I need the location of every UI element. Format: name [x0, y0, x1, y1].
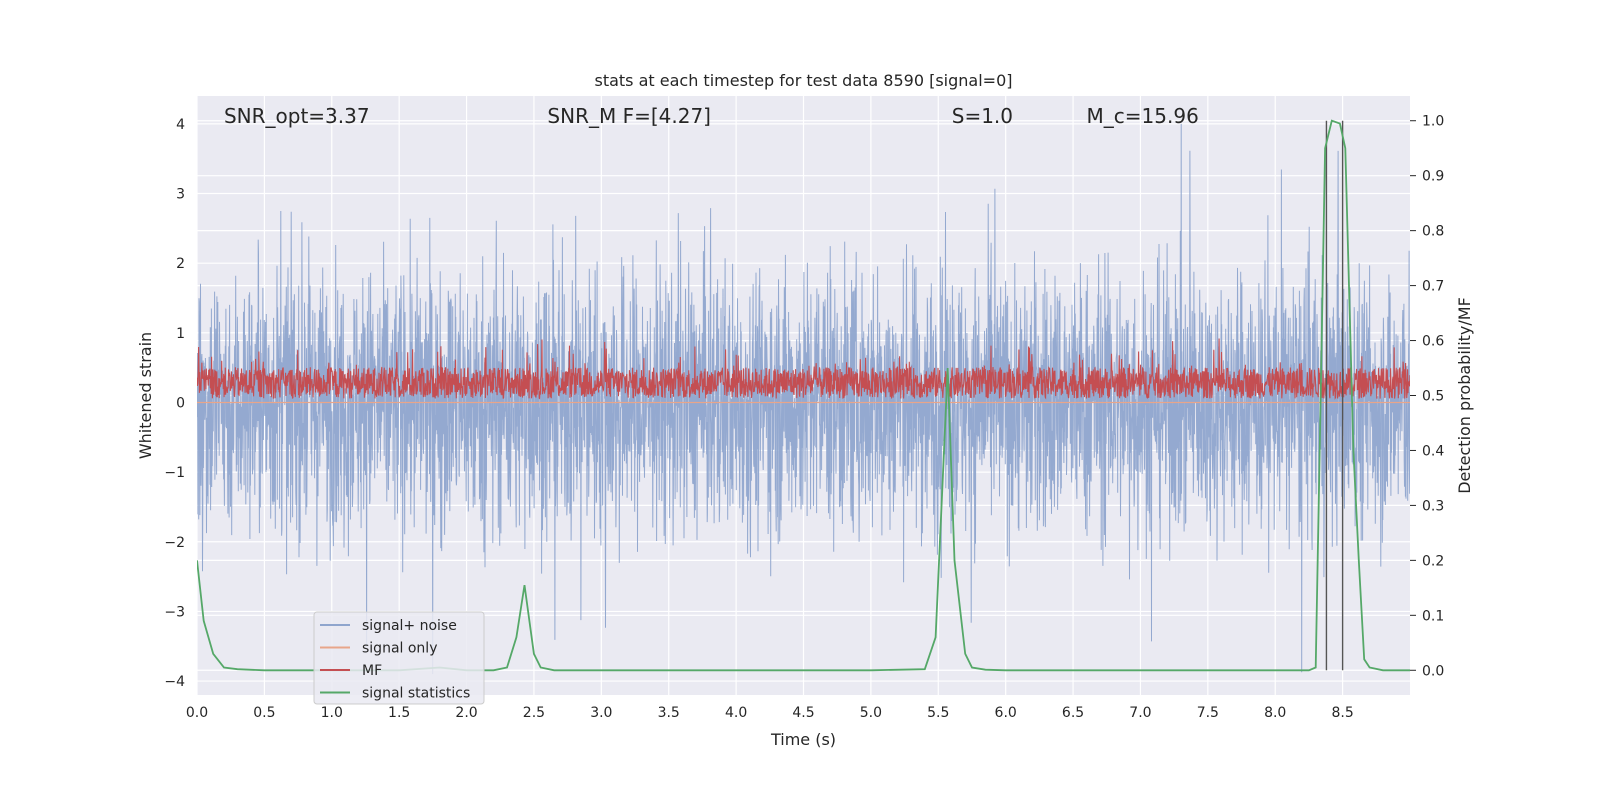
- x-tick-label: 4.5: [792, 705, 814, 721]
- y-tick-label: 2: [176, 256, 185, 272]
- x-tick-labels: 0.0 0.5 1.0 1.5 2.0 2.5 3.0 3.5 4.0 4.5 5.0 5.5 6.0 6…: [186, 705, 1354, 721]
- y2-tick-label: 0.0: [1422, 663, 1444, 679]
- y-tick-label: 4: [176, 117, 185, 133]
- x-tick-label: 3.5: [658, 705, 680, 721]
- x-tick-label: 0.0: [186, 705, 208, 721]
- annotations: SNR_opt=3.37 SNR_M F=[4.27] S=1.0 M_c=15.96: [224, 104, 1199, 128]
- legend-label: signal+ noise: [362, 618, 457, 634]
- x-tick-label: 3.0: [590, 705, 612, 721]
- series-mf-line: [197, 338, 1410, 400]
- x-tick-label: 1.0: [321, 705, 343, 721]
- y2-tick-label: 0.6: [1422, 334, 1444, 350]
- x-tick-label: 7.5: [1197, 705, 1219, 721]
- y-tick-label: −1: [164, 465, 185, 481]
- y-tick-label: −3: [164, 604, 185, 620]
- legend-label: MF: [362, 663, 382, 679]
- stat-annotation-2: S=1.0: [952, 104, 1013, 128]
- legend-label: signal statistics: [362, 686, 470, 702]
- x-tick-label: 7.0: [1129, 705, 1151, 721]
- x-tick-label: 5.0: [860, 705, 882, 721]
- y2-tick-label: 0.5: [1422, 389, 1444, 405]
- y2-tick-label: 0.4: [1422, 443, 1444, 459]
- y2-tick-label: 0.2: [1422, 553, 1444, 569]
- y-tick-label: −4: [164, 674, 185, 690]
- x-tick-label: 8.0: [1264, 705, 1286, 721]
- legend: signal+ noise signal only MF signal statist…: [313, 611, 485, 705]
- x-tick-label: 2.5: [523, 705, 545, 721]
- legend-box: [313, 611, 485, 705]
- x-tick-label: 4.0: [725, 705, 747, 721]
- x-tick-label: 0.5: [253, 705, 275, 721]
- y2-tick-label: 0.8: [1422, 224, 1444, 240]
- x-tick-label: 8.5: [1331, 705, 1353, 721]
- x-tick-label: 2.0: [455, 705, 477, 721]
- x-tick-label: 1.5: [388, 705, 410, 721]
- x-tick-label: 5.5: [927, 705, 949, 721]
- y2-tick-label: 0.7: [1422, 279, 1444, 295]
- y2-tick-label: 0.1: [1422, 608, 1444, 624]
- y-tick-labels: −4 −3 −2 −1 0 1 2 3 4: [164, 117, 185, 690]
- y2-axis-label: Detection probability/MF: [1455, 297, 1474, 494]
- y-tick-label: 0: [176, 395, 185, 411]
- y-tick-label: 1: [176, 326, 185, 342]
- x-axis-label: Time (s): [770, 730, 836, 749]
- stat-annotation-3: M_c=15.96: [1087, 104, 1199, 128]
- y2-tick-labels: 0.0 0.1 0.2 0.3 0.4 0.5 0.6 0.7 0.8 0.9 1.0: [1410, 114, 1444, 679]
- y-tick-label: 3: [176, 187, 185, 203]
- y2-tick-label: 0.9: [1422, 169, 1444, 185]
- x-tick-label: 6.0: [995, 705, 1017, 721]
- stat-annotation-1: SNR_M F=[4.27]: [547, 104, 711, 128]
- legend-label: signal only: [362, 641, 437, 657]
- y-tick-label: −2: [164, 535, 185, 551]
- y-axis-label: Whitened strain: [136, 332, 155, 459]
- y2-tick-label: 0.3: [1422, 498, 1444, 514]
- stat-annotation-0: SNR_opt=3.37: [224, 104, 370, 128]
- x-tick-label: 6.5: [1062, 705, 1084, 721]
- y2-tick-label: 1.0: [1422, 114, 1444, 130]
- chart-title: stats at each timestep for test data 859…: [594, 71, 1012, 90]
